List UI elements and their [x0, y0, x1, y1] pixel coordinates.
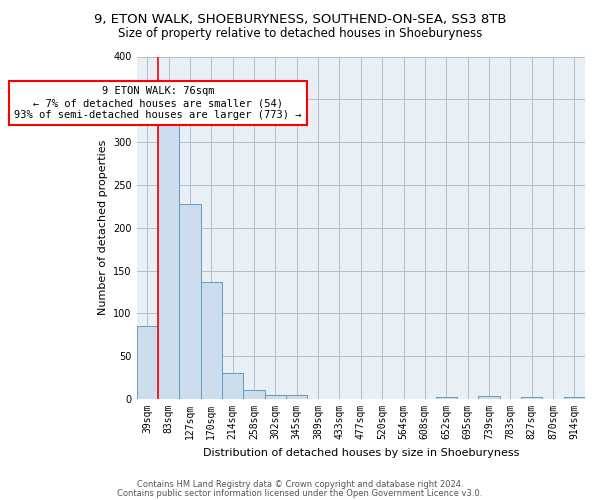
Bar [137, 326, 158, 399]
Bar [158, 116, 179, 399]
Bar [563, 398, 585, 399]
Bar [521, 398, 542, 399]
Text: 9 ETON WALK: 76sqm
← 7% of detached houses are smaller (54)
93% of semi-detached: 9 ETON WALK: 76sqm ← 7% of detached hous… [14, 86, 302, 120]
Bar [200, 282, 222, 399]
X-axis label: Distribution of detached houses by size in Shoeburyness: Distribution of detached houses by size … [203, 448, 519, 458]
Text: Contains HM Land Registry data © Crown copyright and database right 2024.: Contains HM Land Registry data © Crown c… [137, 480, 463, 489]
Text: 9, ETON WALK, SHOEBURYNESS, SOUTHEND-ON-SEA, SS3 8TB: 9, ETON WALK, SHOEBURYNESS, SOUTHEND-ON-… [94, 12, 506, 26]
Bar [179, 204, 200, 399]
Bar [478, 396, 500, 399]
Text: Contains public sector information licensed under the Open Government Licence v3: Contains public sector information licen… [118, 488, 482, 498]
Bar [222, 374, 244, 399]
Bar [286, 395, 307, 399]
Text: Size of property relative to detached houses in Shoeburyness: Size of property relative to detached ho… [118, 28, 482, 40]
Bar [265, 395, 286, 399]
Bar [436, 398, 457, 399]
Y-axis label: Number of detached properties: Number of detached properties [98, 140, 107, 316]
Bar [244, 390, 265, 399]
